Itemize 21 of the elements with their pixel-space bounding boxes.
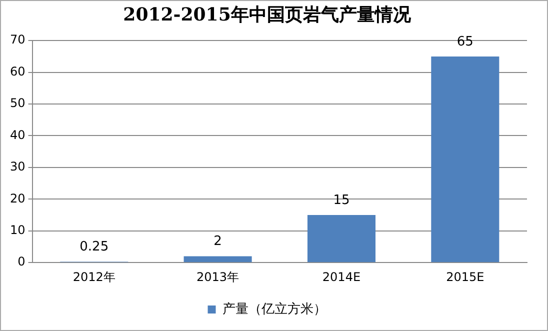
y-tick-label: 60 bbox=[10, 64, 26, 78]
x-tick-label: 2013年 bbox=[196, 270, 240, 284]
y-tick-label: 0 bbox=[18, 254, 26, 269]
bar bbox=[184, 256, 252, 262]
y-tick-label: 30 bbox=[10, 160, 26, 174]
y-tick-label: 10 bbox=[10, 223, 26, 238]
data-label: 15 bbox=[333, 192, 350, 208]
chart-title: 2012-2015年中国页岩气产量情况 bbox=[123, 4, 412, 26]
x-tick-label: 2012年 bbox=[72, 270, 116, 284]
legend-label: 产量（亿立方米） bbox=[222, 300, 326, 317]
data-label: 0.25 bbox=[80, 240, 109, 255]
y-tick-label: 50 bbox=[10, 96, 26, 110]
y-tick-label: 70 bbox=[10, 32, 26, 47]
x-tick-label: 2015E bbox=[446, 270, 484, 284]
data-label: 65 bbox=[456, 34, 474, 50]
y-tick-label: 20 bbox=[10, 191, 26, 206]
x-tick-label: 2014E bbox=[322, 270, 361, 284]
bar bbox=[431, 56, 500, 262]
y-tick-label: 40 bbox=[10, 128, 26, 142]
data-label: 2 bbox=[214, 234, 222, 250]
bar bbox=[307, 215, 376, 262]
